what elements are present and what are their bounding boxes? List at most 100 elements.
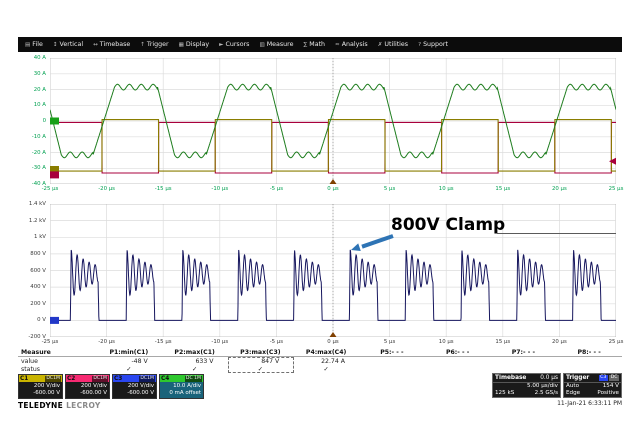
timebase-offset: 0.0 µs (540, 374, 558, 381)
axis-tick-label: 0 µs (327, 186, 339, 192)
zero-level-marker[interactable] (50, 171, 59, 179)
measure-value-p2: 633 V (195, 357, 214, 365)
axis-tick-label: 25 µs (608, 186, 624, 192)
menu-item-file[interactable]: ▤ File (25, 41, 43, 48)
top-y-axis-labels: 40 A 30 A 20 A 10 A 0 -10 A -20 A -30 A -40 A (18, 55, 48, 187)
menu-item-display[interactable]: ▦ Display (179, 41, 210, 48)
timebase-icon: ↔ (93, 41, 98, 48)
annotation-text: 800V Clamp (391, 215, 506, 235)
axis-tick-label: 200 V (30, 300, 46, 307)
axis-tick-label: -10 µs (211, 186, 229, 192)
trigger-source-badges: C3 DC (597, 374, 619, 381)
measure-header-p7[interactable]: P7:- - - (511, 349, 536, 356)
annotation-leader-line (497, 233, 616, 234)
axis-tick-label: -25 µs (41, 186, 59, 192)
bottom-y-axis-labels: 1.4 kV 1.2 kV 1 kV 800 V 600 V 400 V 200 V 0 V -… (18, 201, 48, 340)
axis-tick-label: -30 A (31, 165, 46, 172)
axis-tick-label: 25 µs (608, 339, 624, 345)
channel-offset: -600.00 V (127, 390, 154, 396)
datetime-display: 11-Jan-21 6:33:11 PM (557, 400, 622, 407)
axis-tick-label: 600 V (30, 267, 46, 274)
measure-header-p8[interactable]: P8:- - - (577, 349, 601, 356)
timebase-box[interactable]: Timebase 0.0 µs 5.00 µs/div 125 kS 2.5 G… (492, 373, 561, 398)
analysis-icon: ≈ (335, 41, 340, 48)
axis-tick-label: 800 V (30, 250, 46, 257)
axis-tick-label: 40 A (33, 55, 46, 61)
trigger-type: Edge (566, 390, 581, 397)
axis-tick-label: 10 µs (438, 339, 454, 345)
bottom-graticule[interactable] (50, 204, 616, 337)
menu-bar: ▤ File ↕ Vertical ↔ Timebase ↑ Trigger ▦ Display ►… (18, 37, 622, 52)
channel-descriptor-c2[interactable]: C2 DC1M 200 V/div -600.00 V (65, 374, 110, 399)
trace-c3[interactable] (50, 249, 616, 321)
measure-header-p4[interactable]: P4:max(C4) (305, 349, 347, 356)
axis-tick-label: -25 µs (41, 339, 59, 345)
axis-tick-label: 20 µs (551, 339, 567, 345)
top-graticule[interactable] (50, 58, 616, 184)
menu-item-label: Math (309, 41, 326, 48)
measure-header-p6[interactable]: P6:- - - (445, 349, 470, 356)
coupling-badge: DC1M (92, 375, 108, 382)
menu-item-cursors[interactable]: ► Cursors (219, 41, 249, 48)
coupling-badge: DC 1M (184, 375, 202, 382)
menu-item-measure[interactable]: ▥ Measure (259, 41, 293, 48)
trigger-level-marker[interactable] (609, 157, 616, 165)
axis-tick-label: -40 A (31, 181, 46, 187)
menu-item-label: File (32, 41, 43, 48)
file-icon: ▤ (25, 41, 31, 48)
measure-header-p5[interactable]: P5:- - - (380, 349, 404, 356)
measure-row-label: status (21, 365, 41, 373)
axis-tick-label: -5 µs (269, 339, 284, 345)
trigger-time-marker[interactable] (329, 179, 337, 184)
channel-settings: 200 V/div -600.00 V (66, 382, 109, 398)
measure-header-p2[interactable]: P2:max(C1) (174, 349, 215, 356)
menu-item-math[interactable]: ∑ Math (304, 41, 326, 48)
menu-item-vertical[interactable]: ↕ Vertical (53, 41, 83, 48)
menu-item-support[interactable]: ? Support (418, 41, 448, 48)
timebase-scale: 5.00 µs/div (526, 382, 558, 389)
axis-tick-label: -5 µs (269, 186, 284, 192)
trace-c2[interactable] (50, 121, 616, 174)
coupling-badge: DC1M (139, 375, 155, 382)
trace-c1[interactable] (50, 119, 616, 172)
measure-header-p3[interactable]: P3:max(C3) (240, 349, 281, 356)
zero-level-marker[interactable] (50, 117, 59, 125)
menu-item-trigger[interactable]: ↑ Trigger (140, 41, 168, 48)
axis-tick-label: 1.4 kV (28, 201, 46, 207)
trace-c4[interactable] (50, 83, 616, 159)
axis-tick-label: -15 µs (154, 339, 172, 345)
trigger-box[interactable]: Trigger C3 DC Auto 154 V Edge Positive (563, 373, 622, 398)
top-x-axis-labels: -25 µs -20 µs -15 µs -10 µs -5 µs 0 µs 5 µs 10 … (42, 186, 624, 194)
axis-tick-label: -200 V (28, 334, 46, 340)
annotation-arrow-icon (351, 234, 394, 251)
axis-tick-label: 1.2 kV (28, 217, 46, 224)
channel-header: C2 DC1M (66, 375, 109, 382)
zero-level-marker[interactable] (50, 316, 59, 324)
measure-header-p1[interactable]: P1:min(C1) (109, 349, 149, 356)
brand-logo: TELEDYNE LECROY (18, 401, 101, 410)
menu-item-analysis[interactable]: ≈ Analysis (335, 41, 368, 48)
axis-tick-label: 20 µs (551, 186, 567, 192)
axis-tick-label: -10 A (31, 133, 46, 140)
axis-tick-label: -20 µs (98, 339, 115, 345)
channel-header: C1 DC1M (19, 375, 62, 382)
channel-descriptor-c3[interactable]: C3 DC1M 200 V/div -600.00 V (112, 374, 157, 399)
menu-item-label: Utilities (384, 41, 409, 48)
trigger-time-marker[interactable] (329, 332, 337, 337)
channel-id-label: C4 (161, 375, 170, 382)
channel-header: C4 DC 1M (160, 375, 203, 382)
measure-value-p1: -48 V (131, 357, 148, 365)
measure-status-p4: ✓ (323, 365, 329, 373)
menu-item-label: Vertical (59, 41, 84, 48)
measure-status-p2: ✓ (192, 365, 198, 373)
channel-settings: 200 V/div -600.00 V (113, 382, 156, 398)
channel-settings: 200 V/div -600.00 V (19, 382, 62, 398)
menu-item-timebase[interactable]: ↔ Timebase (93, 41, 130, 48)
channel-descriptor-c4[interactable]: C4 DC 1M 10.0 A/div 0 mA offset (159, 374, 204, 399)
channel-descriptor-c1[interactable]: C1 DC1M 200 V/div -600.00 V (18, 374, 63, 399)
timebase-title: Timebase (495, 374, 527, 381)
menu-item-utilities[interactable]: ✗ Utilities (378, 41, 408, 48)
brand-teledyne: TELEDYNE (18, 401, 64, 410)
zero-level-marker[interactable] (50, 166, 59, 173)
channel-settings: 10.0 A/div 0 mA offset (160, 382, 203, 398)
